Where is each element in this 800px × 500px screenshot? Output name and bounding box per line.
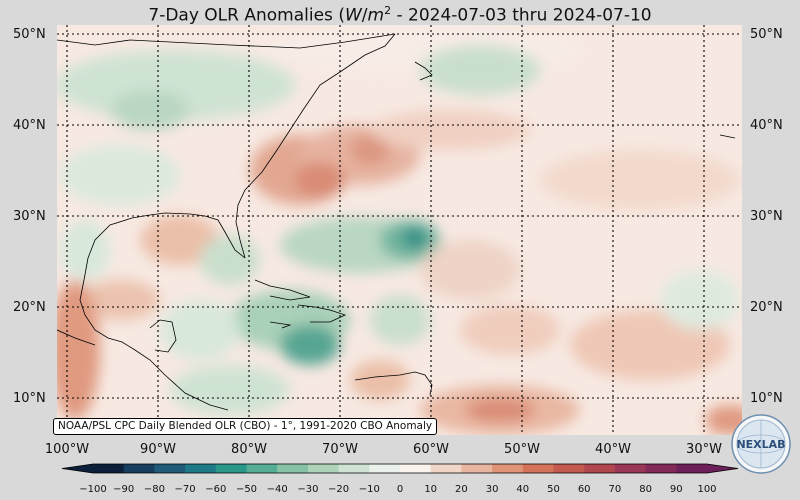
- colorbar-bin: [553, 464, 585, 473]
- colorbar-tick-label: −40: [266, 484, 288, 495]
- colorbar-bin: [93, 464, 125, 473]
- lat-label-right: 40°N: [750, 118, 783, 133]
- colorbar-tick-label: 100: [697, 484, 717, 495]
- colorbar-tick-label: −70: [174, 484, 196, 495]
- graticule: [57, 25, 742, 435]
- colorbar-bin: [123, 464, 155, 473]
- colorbar-tick-label: 50: [547, 484, 560, 495]
- coastlines: [57, 33, 736, 411]
- colorbar: [61, 463, 739, 474]
- data-source-credit: NOAA/PSL CPC Daily Blended OLR (CBO) - 1…: [53, 418, 438, 435]
- colorbar-tick-label: −90: [113, 484, 135, 495]
- lat-label-left: 50°N: [13, 27, 46, 42]
- lon-label: 50°W: [504, 442, 540, 457]
- colorbar-bin: [185, 464, 217, 473]
- colorbar-tick-label: −60: [205, 484, 227, 495]
- colorbar-bin: [369, 464, 401, 473]
- lat-label-left: 10°N: [13, 391, 46, 406]
- colorbar-bin: [645, 464, 677, 473]
- lat-label-right: 20°N: [750, 300, 783, 315]
- colorbar-bin: [614, 464, 647, 473]
- lat-label-left: 20°N: [13, 300, 46, 315]
- colorbar-bin: [246, 464, 278, 473]
- anomaly-field: [57, 28, 742, 435]
- colorbar-tick-label: 70: [608, 484, 622, 495]
- lat-label-right: 50°N: [750, 27, 783, 42]
- colorbar-bin: [461, 464, 493, 473]
- colorbar-tick-label: 90: [669, 484, 683, 495]
- colorbar-tick-label: −30: [297, 484, 319, 495]
- colorbar-tick-label: 80: [639, 484, 652, 495]
- lat-label-right: 30°N: [750, 209, 783, 224]
- colorbar-extend-max: [707, 464, 738, 473]
- colorbar-bin: [522, 464, 554, 473]
- colorbar-extend-min: [62, 464, 93, 473]
- svg-text:NEXLAB: NEXLAB: [736, 438, 785, 451]
- lon-label: 30°W: [686, 442, 722, 457]
- colorbar-bin: [430, 464, 462, 473]
- nexlab-logo: NEXLAB: [731, 414, 791, 474]
- colorbar-tick-label: 60: [577, 484, 591, 495]
- colorbar-bin: [215, 464, 247, 473]
- colorbar-tick-label: 40: [516, 484, 530, 495]
- lon-label: 80°W: [231, 442, 267, 457]
- colorbar-tick-label: −50: [235, 484, 258, 495]
- colorbar-tick-label: −80: [143, 484, 165, 495]
- colorbar-bin: [676, 464, 708, 473]
- lon-label: 70°W: [322, 442, 358, 457]
- colorbar-tick-label: 0: [396, 484, 404, 495]
- colorbar-bin: [307, 464, 340, 473]
- colorbar-tick-label: 10: [424, 484, 438, 495]
- map-title: 7-Day OLR Anomalies (W/m2 - 2024-07-03 t…: [148, 4, 652, 26]
- lon-label: 90°W: [140, 442, 176, 457]
- colorbar-bin: [154, 464, 186, 473]
- colorbar-bin: [338, 464, 370, 473]
- lat-label-left: 40°N: [13, 118, 46, 133]
- colorbar-tick-label: −10: [358, 484, 380, 495]
- colorbar-bin: [492, 464, 524, 473]
- lat-label-left: 30°N: [13, 209, 46, 224]
- colorbar-tick-label: −20: [328, 484, 350, 495]
- lon-label: 40°W: [595, 442, 631, 457]
- colorbar-bin: [400, 464, 432, 473]
- colorbar-tick-label: 30: [485, 484, 499, 495]
- colorbar-tick-label: 20: [455, 484, 468, 495]
- colorbar-bin: [277, 464, 309, 473]
- lat-label-right: 10°N: [750, 391, 783, 406]
- lon-label: 100°W: [44, 442, 90, 457]
- colorbar-bin: [584, 464, 616, 473]
- colorbar-tick-label: −100: [79, 484, 107, 495]
- lon-label: 60°W: [413, 442, 449, 457]
